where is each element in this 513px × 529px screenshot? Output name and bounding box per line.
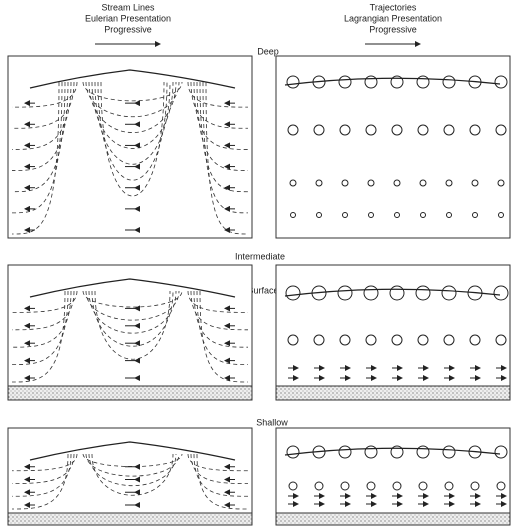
header-line: Eulerian Presentation bbox=[85, 13, 171, 23]
section-label: Intermediate bbox=[235, 251, 285, 261]
panel-frame bbox=[276, 428, 510, 525]
diagram: Stream Lines Eulerian Presentation Progr… bbox=[0, 0, 513, 529]
sea-bed bbox=[8, 386, 252, 400]
header-line: Stream Lines bbox=[101, 2, 155, 12]
section-label: Shallow bbox=[256, 417, 288, 427]
panel-frame bbox=[276, 56, 510, 238]
header-line: Progressive bbox=[104, 24, 152, 34]
panel-frame bbox=[8, 265, 252, 400]
header-line: Trajectories bbox=[370, 2, 417, 12]
section-label: Deep bbox=[257, 46, 279, 56]
header-line: Progressive bbox=[369, 24, 417, 34]
sea-bed bbox=[276, 513, 510, 525]
sea-bed bbox=[8, 513, 252, 525]
sea-bed bbox=[276, 386, 510, 400]
header-line: Lagrangian Presentation bbox=[344, 13, 442, 23]
panel-frame bbox=[276, 265, 510, 400]
